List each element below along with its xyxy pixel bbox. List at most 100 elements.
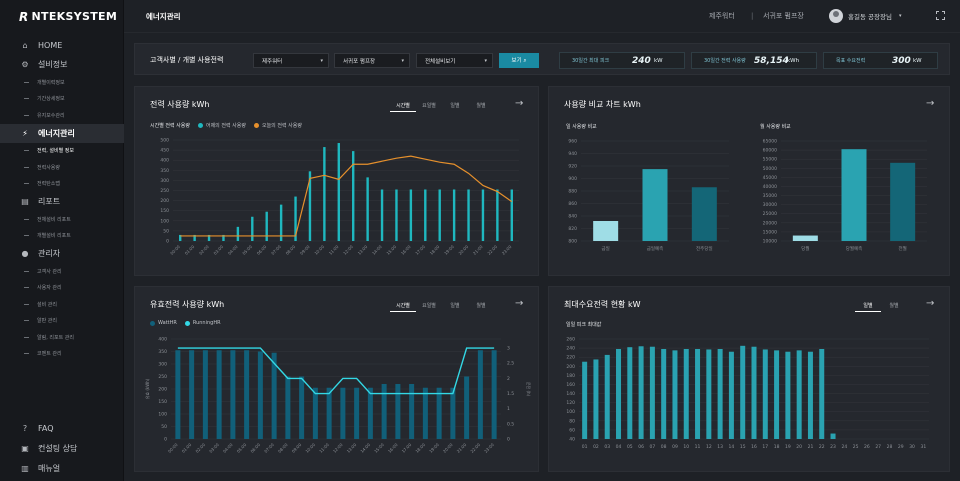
sidebar-item[interactable]: 전력사용량 [0,159,124,176]
tab-monthly[interactable]: 월별 [476,103,486,109]
sidebar-bottom-nav: ? FAQ ▣ 컨설팅 상담 ▥ 매뉴얼 [0,418,124,478]
dash-icon [24,98,29,100]
user-name[interactable]: 홍길동 공장장님 [848,13,892,21]
site-select[interactable]: 서귀포 펌프장 ▾ [334,53,410,68]
arrow-right-icon[interactable]: → [515,298,524,309]
y-tick-label: 880 [568,189,577,195]
bar [740,345,746,439]
x-tick-label: 18 [774,444,780,450]
y-tick-label: 80 [569,418,575,424]
x-tick-label: 01:00 [184,244,196,256]
bar [175,350,181,439]
dash-icon [24,270,29,272]
bar [593,359,599,439]
bar [762,349,768,439]
y-tick-label: 65000 [763,139,777,145]
legend-label: RunningHR [192,320,221,326]
dash-icon [24,183,29,185]
sidebar-section-0[interactable]: ⌂ HOME [0,36,124,55]
equipment-select[interactable]: 전체설비보기 ▾ [416,53,493,68]
panel-title: 사용량 비교 차트 kWh [564,100,641,109]
bar [326,387,332,439]
sidebar-bottom-item[interactable]: ? FAQ [0,418,124,438]
logo-text: NTEKSYSTEM [31,10,118,23]
customer-select[interactable]: 제주워터 ▾ [253,53,329,68]
x-tick-label: 09 [672,444,678,450]
tab-weekday[interactable]: 요일별 [422,303,436,309]
tab-monthly[interactable]: 월별 [889,303,899,309]
bar [179,234,182,241]
x-tick-label: 05:00 [236,442,248,454]
avatar[interactable] [829,9,843,23]
fullscreen-icon[interactable] [936,11,945,20]
tab-weekday[interactable]: 요일별 [422,103,436,109]
sidebar-item[interactable]: 개별이력정보 [0,74,124,91]
power-hourly-chart: 0 50 100 150 200 250 300 350 400 450 500 00:00 01:00… [160,138,519,256]
sidebar-item-label: 개별이력정보 [37,79,65,86]
sidebar-item[interactable]: 개별설비 리포트 [0,228,124,245]
kpi-unit: kW [913,57,922,64]
sidebar-bottom-item[interactable]: ▥ 매뉴얼 [0,458,124,478]
location-customer[interactable]: 제주워터 [709,12,735,20]
y-tick-label: 180 [566,373,575,379]
sidebar-bottom-item[interactable]: ▣ 컨설팅 상담 [0,438,124,458]
bar [467,189,470,241]
sidebar-item[interactable]: 알림, 리포트 관리 [0,329,124,346]
bolt-icon: ⚡ [22,128,28,138]
tab-daily[interactable]: 일별 [450,103,460,109]
sidebar-item[interactable]: 코멘트 관리 [0,346,124,363]
x-tick-label: 05 [627,444,633,450]
tab-hourly[interactable]: 시간별 [390,102,416,112]
sidebar-section-1[interactable]: ⚙ 설비정보 [0,55,124,74]
sidebar-item[interactable]: 전체설비 리포트 [0,211,124,228]
bar [695,349,701,439]
chevron-down-icon: ▾ [484,57,487,64]
sidebar-item[interactable]: 기간상세정보 [0,91,124,108]
tab-daily[interactable]: 일별 [450,303,460,309]
user-menu-caret-icon[interactable]: ▾ [899,13,902,19]
sidebar-section-3[interactable]: ▤ 리포트 [0,192,124,211]
x-tick-label: 17:00 [414,244,426,256]
tab-monthly[interactable]: 월별 [476,303,486,309]
tab-hourly[interactable]: 시간별 [390,302,416,312]
x-tick-label: 15 [740,444,746,450]
bar [464,376,470,439]
logo[interactable]: R NTEKSYSTEM [0,0,123,33]
sidebar-item[interactable]: 전력, 설비별 정보 [0,143,124,160]
sidebar-section-2[interactable]: ⚡ 에너지관리 [0,123,124,143]
sidebar-item-label: 개별설비 리포트 [37,233,71,240]
sidebar-item[interactable]: 설비 관리 [0,296,124,313]
bar [510,189,513,241]
sidebar-item[interactable]: 사용자 관리 [0,280,124,297]
sidebar-item[interactable]: 유지보수관리 [0,107,124,124]
sidebar-item[interactable]: 전력탄소맵 [0,176,124,193]
x-tick-label: 09:00 [291,442,303,454]
kpi-usage-30d: 30일간 전력 사용량 58,154 kWh [691,52,817,69]
y-tick-label: 40000 [763,184,777,190]
x-tick-label: 00:00 [167,442,179,454]
arrow-right-icon[interactable]: → [515,98,524,109]
tab-daily[interactable]: 일별 [855,302,881,312]
bar [216,350,222,439]
x-tick-label: 17 [762,444,768,450]
x-tick-label: 20:00 [442,442,454,454]
y-tick-label: 100 [158,412,167,418]
monthly-compare-label: 월 사용량 비교 [760,124,791,130]
bar [193,234,196,241]
x-tick-label: 17:00 [401,442,413,454]
bar [751,346,757,439]
sidebar-item[interactable]: 고객사 관리 [0,263,124,280]
location-site[interactable]: 서귀포 펌프장 [763,12,804,20]
bar [395,189,398,241]
y-tick-label: 40 [569,437,575,443]
bar [354,387,360,439]
y2-tick-label: 1 [507,406,510,412]
arrow-right-icon[interactable]: → [926,98,935,109]
arrow-right-icon[interactable]: → [926,298,935,309]
x-tick-label: 22 [819,444,825,450]
view-button[interactable]: 보기 ⌕ [499,53,539,68]
sidebar-item[interactable]: 알판 관리 [0,313,124,330]
y-tick-label: 240 [566,346,575,352]
sidebar-section-4[interactable]: ● 관리자 [0,244,124,263]
